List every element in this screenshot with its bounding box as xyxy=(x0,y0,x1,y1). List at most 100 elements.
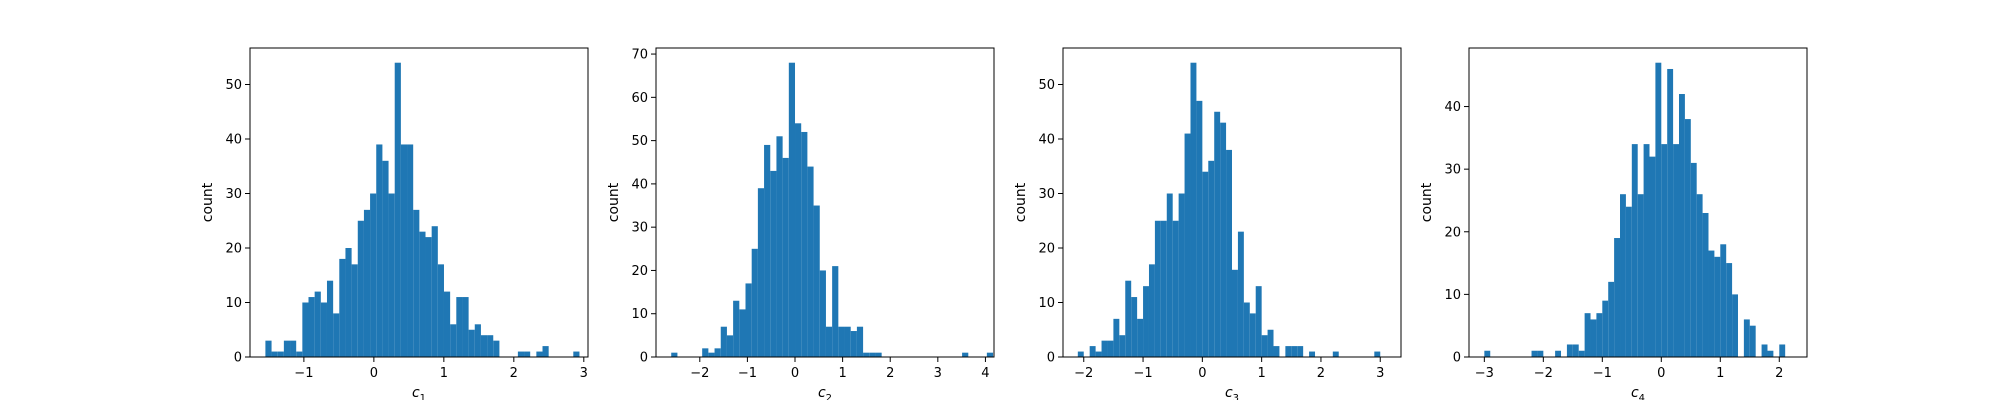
y-tick-label: 40 xyxy=(631,177,648,192)
x-tick-label: 1 xyxy=(1716,366,1724,381)
histogram-bar xyxy=(1732,294,1738,357)
histogram-bar xyxy=(1679,94,1685,358)
x-axis-label: c1 xyxy=(412,385,426,400)
histogram-bar xyxy=(1190,62,1197,358)
y-tick-label: 70 xyxy=(631,48,648,63)
y-tick-label: 20 xyxy=(1038,242,1055,257)
histogram-bar xyxy=(437,264,444,357)
axes-frame xyxy=(1468,47,1808,358)
histogram-bar xyxy=(702,348,709,357)
histogram-bar xyxy=(1208,160,1215,357)
histogram-bar xyxy=(1696,194,1703,357)
x-tick-label: −1 xyxy=(294,366,313,381)
histogram-bar xyxy=(407,144,414,357)
histogram-bar xyxy=(770,170,777,357)
histogram-bar xyxy=(1261,335,1268,357)
histogram-bar xyxy=(302,302,309,357)
x-tick-label: 0 xyxy=(1657,366,1665,381)
histogram-bar xyxy=(1761,344,1768,357)
histogram-bar xyxy=(573,351,580,357)
histogram-bar xyxy=(1137,318,1144,357)
y-tick-label: 10 xyxy=(225,296,242,311)
histogram-bar xyxy=(1113,318,1120,357)
histogram-bar xyxy=(1255,286,1262,357)
y-tick-label: 20 xyxy=(631,264,648,279)
histogram-bar xyxy=(1749,325,1756,357)
histogram-bar xyxy=(333,313,340,357)
histogram-bar xyxy=(714,348,721,357)
x-tick-label: 2 xyxy=(1317,366,1325,381)
histogram-bar xyxy=(456,297,463,357)
histogram-bar xyxy=(536,351,543,357)
histogram-bar xyxy=(745,283,752,357)
x-tick-label: −3 xyxy=(1475,366,1494,381)
histogram-bar xyxy=(1332,351,1339,357)
histogram-bar xyxy=(844,326,851,357)
x-tick-label: 0 xyxy=(370,366,378,381)
y-tick-label: 40 xyxy=(1038,133,1055,148)
histogram-bar xyxy=(671,352,678,357)
histogram-bar xyxy=(413,209,420,357)
histogram-bar xyxy=(425,237,432,357)
x-tick-label: −2 xyxy=(1534,366,1553,381)
histogram-bar xyxy=(1631,144,1638,357)
histogram-bar xyxy=(271,351,278,357)
histogram-bar xyxy=(776,136,783,357)
histogram-bar xyxy=(739,309,746,357)
histogram-bar xyxy=(1743,319,1750,357)
histogram-bar xyxy=(1172,220,1179,357)
histogram-bar xyxy=(1249,313,1256,357)
y-tick-label: 60 xyxy=(631,91,648,106)
y-tick-label: 0 xyxy=(234,351,242,366)
x-tick-label: −1 xyxy=(738,366,757,381)
histogram-bar xyxy=(825,326,833,357)
histogram-bar xyxy=(468,329,475,357)
histogram-bar xyxy=(1119,335,1126,357)
histogram-bar xyxy=(1531,350,1538,357)
histogram-bar xyxy=(863,352,870,357)
y-axis-label: count xyxy=(1013,182,1029,222)
histogram-bar xyxy=(733,300,740,357)
histogram-bar xyxy=(1095,351,1102,357)
histogram-bar xyxy=(1184,133,1191,357)
histogram-bar xyxy=(308,297,315,357)
histogram-bar xyxy=(807,166,814,357)
histogram-bar xyxy=(1101,340,1108,357)
histogram-bar xyxy=(1643,144,1650,357)
histogram-bar xyxy=(751,248,758,357)
histogram-bar xyxy=(524,351,531,357)
histogram-bar xyxy=(875,352,882,357)
y-tick-label: 10 xyxy=(631,307,648,322)
histogram-bar xyxy=(1690,162,1697,357)
histogram-bar xyxy=(1148,264,1155,357)
y-tick-label: 0 xyxy=(1453,351,1461,366)
x-tick-label: −2 xyxy=(1074,366,1093,381)
histogram-bar xyxy=(1566,344,1573,357)
histogram-bar xyxy=(370,193,377,357)
histogram-bar xyxy=(1673,144,1679,357)
histogram-bar xyxy=(400,144,408,357)
histogram-bar xyxy=(388,193,395,357)
histogram-bar xyxy=(986,352,994,357)
histogram-bar xyxy=(1584,313,1591,357)
histogram-bar xyxy=(1649,156,1656,357)
histogram-bar xyxy=(474,324,481,357)
histogram-bar xyxy=(277,351,284,357)
histogram-bar xyxy=(1684,119,1691,357)
y-tick-label: 30 xyxy=(225,187,242,202)
histogram-bar xyxy=(788,62,796,358)
histogram-bar xyxy=(542,346,549,357)
axes-frame xyxy=(249,47,589,358)
x-tick-label: 0 xyxy=(791,366,799,381)
histogram-bar xyxy=(265,340,272,357)
histogram-bar xyxy=(1291,346,1298,357)
histogram-bar xyxy=(1655,62,1662,358)
histogram-bar xyxy=(1661,144,1668,357)
histogram-bar xyxy=(1779,344,1786,357)
histogram-bar xyxy=(1667,68,1674,357)
histogram-bar xyxy=(962,352,969,357)
x-tick-label: −1 xyxy=(1593,366,1612,381)
